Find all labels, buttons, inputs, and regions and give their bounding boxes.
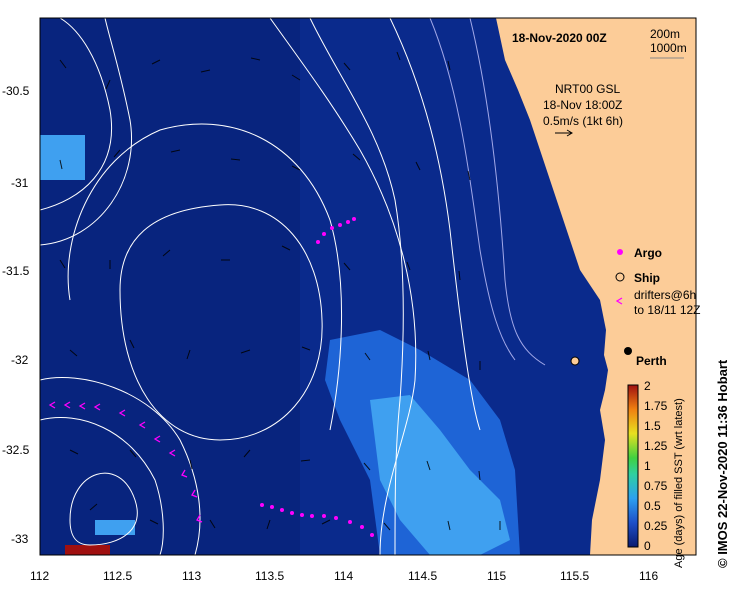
- colorbar-tick-1.25: 1.25: [644, 439, 668, 453]
- drifter-tracks: [260, 217, 374, 537]
- x-tick-113: 113: [182, 569, 201, 583]
- perth-marker: [624, 347, 632, 355]
- x-tick-114: 114: [334, 569, 353, 583]
- argo-label: Argo: [634, 246, 662, 260]
- x-tick-115: 115: [487, 569, 506, 583]
- contour-lines: [40, 18, 481, 555]
- x-tick-114.5: 114.5: [408, 569, 437, 583]
- perth-label: Perth: [636, 354, 667, 368]
- drifter-symbol: [615, 297, 623, 305]
- hot-patch: [65, 545, 110, 555]
- y-tick--31.5: -31.5: [2, 264, 30, 278]
- ship-marker-map: [570, 356, 580, 366]
- colorbar-tick-0: 0: [644, 539, 651, 553]
- depth-label-200m: 200m: [650, 27, 680, 41]
- colorbar-tick-0.75: 0.75: [644, 479, 668, 493]
- drifters-label-line1: drifters@6h: [634, 288, 696, 302]
- colorbar-tick-1: 1: [644, 459, 651, 473]
- map-title: 18-Nov-2020 00Z: [512, 31, 607, 45]
- y-tick--33: -33: [11, 532, 29, 546]
- drifter-arrow-track: [48, 401, 203, 523]
- colorbar-tick-1.5: 1.5: [644, 419, 661, 433]
- credit-label: © IMOS 22-Nov-2020 11:36 Hobart: [715, 359, 730, 568]
- x-tick-112.5: 112.5: [103, 569, 132, 583]
- y-tick--31: -31: [11, 176, 29, 190]
- y-tick--32: -32: [11, 353, 29, 367]
- colorbar-tick-1.75: 1.75: [644, 399, 668, 413]
- colorbar-label: Age (days) of filled SST (wrt latest): [673, 398, 685, 568]
- current-time-label: 18-Nov 18:00Z: [543, 98, 622, 112]
- current-vectors: [59, 51, 501, 531]
- light-blue-patch: [370, 395, 510, 555]
- drifters-label-line2: to 18/11 12Z: [634, 303, 701, 317]
- colorbar-tick-2: 2: [644, 379, 651, 393]
- colorbar: 2 1.75 1.5 1.25 1 0.75 0.5 0.25 0 Age (d…: [627, 379, 685, 568]
- land-mass: [496, 18, 696, 555]
- depth-label-1000m: 1000m: [650, 41, 687, 55]
- legend: Argo Ship drifters@6h to 18/11 12Z: [615, 246, 701, 317]
- current-scale-arrow: [555, 129, 573, 137]
- colorbar-tick-0.25: 0.25: [644, 519, 668, 533]
- x-tick-113.5: 113.5: [255, 569, 284, 583]
- y-tick--30.5: -30.5: [2, 84, 30, 98]
- argo-symbol: [617, 249, 623, 255]
- colorbar-ramp: [627, 384, 639, 548]
- x-tick-115.5: 115.5: [560, 569, 589, 583]
- light-blue-patch-west: [40, 135, 85, 180]
- map-plot: [40, 18, 696, 555]
- ship-symbol: [615, 272, 625, 282]
- ship-label: Ship: [634, 271, 660, 285]
- light-blue-patch-south: [95, 520, 135, 535]
- y-axis: -30.5 -31 -31.5 -32 -32.5 -33: [2, 84, 30, 546]
- colorbar-tick-0.5: 0.5: [644, 499, 661, 513]
- current-scale-label: 0.5m/s (1kt 6h): [543, 114, 623, 128]
- current-source-label: NRT00 GSL: [555, 82, 620, 96]
- ocean-dark-region: [40, 18, 300, 555]
- bathymetry-lines: [429, 18, 546, 366]
- x-tick-112: 112: [30, 569, 49, 583]
- x-tick-116: 116: [639, 569, 658, 583]
- x-axis: 112 112.5 113 113.5 114 114.5 115 115.5 …: [30, 569, 658, 583]
- plot-frame: [39, 17, 697, 556]
- y-tick--32.5: -32.5: [2, 443, 30, 457]
